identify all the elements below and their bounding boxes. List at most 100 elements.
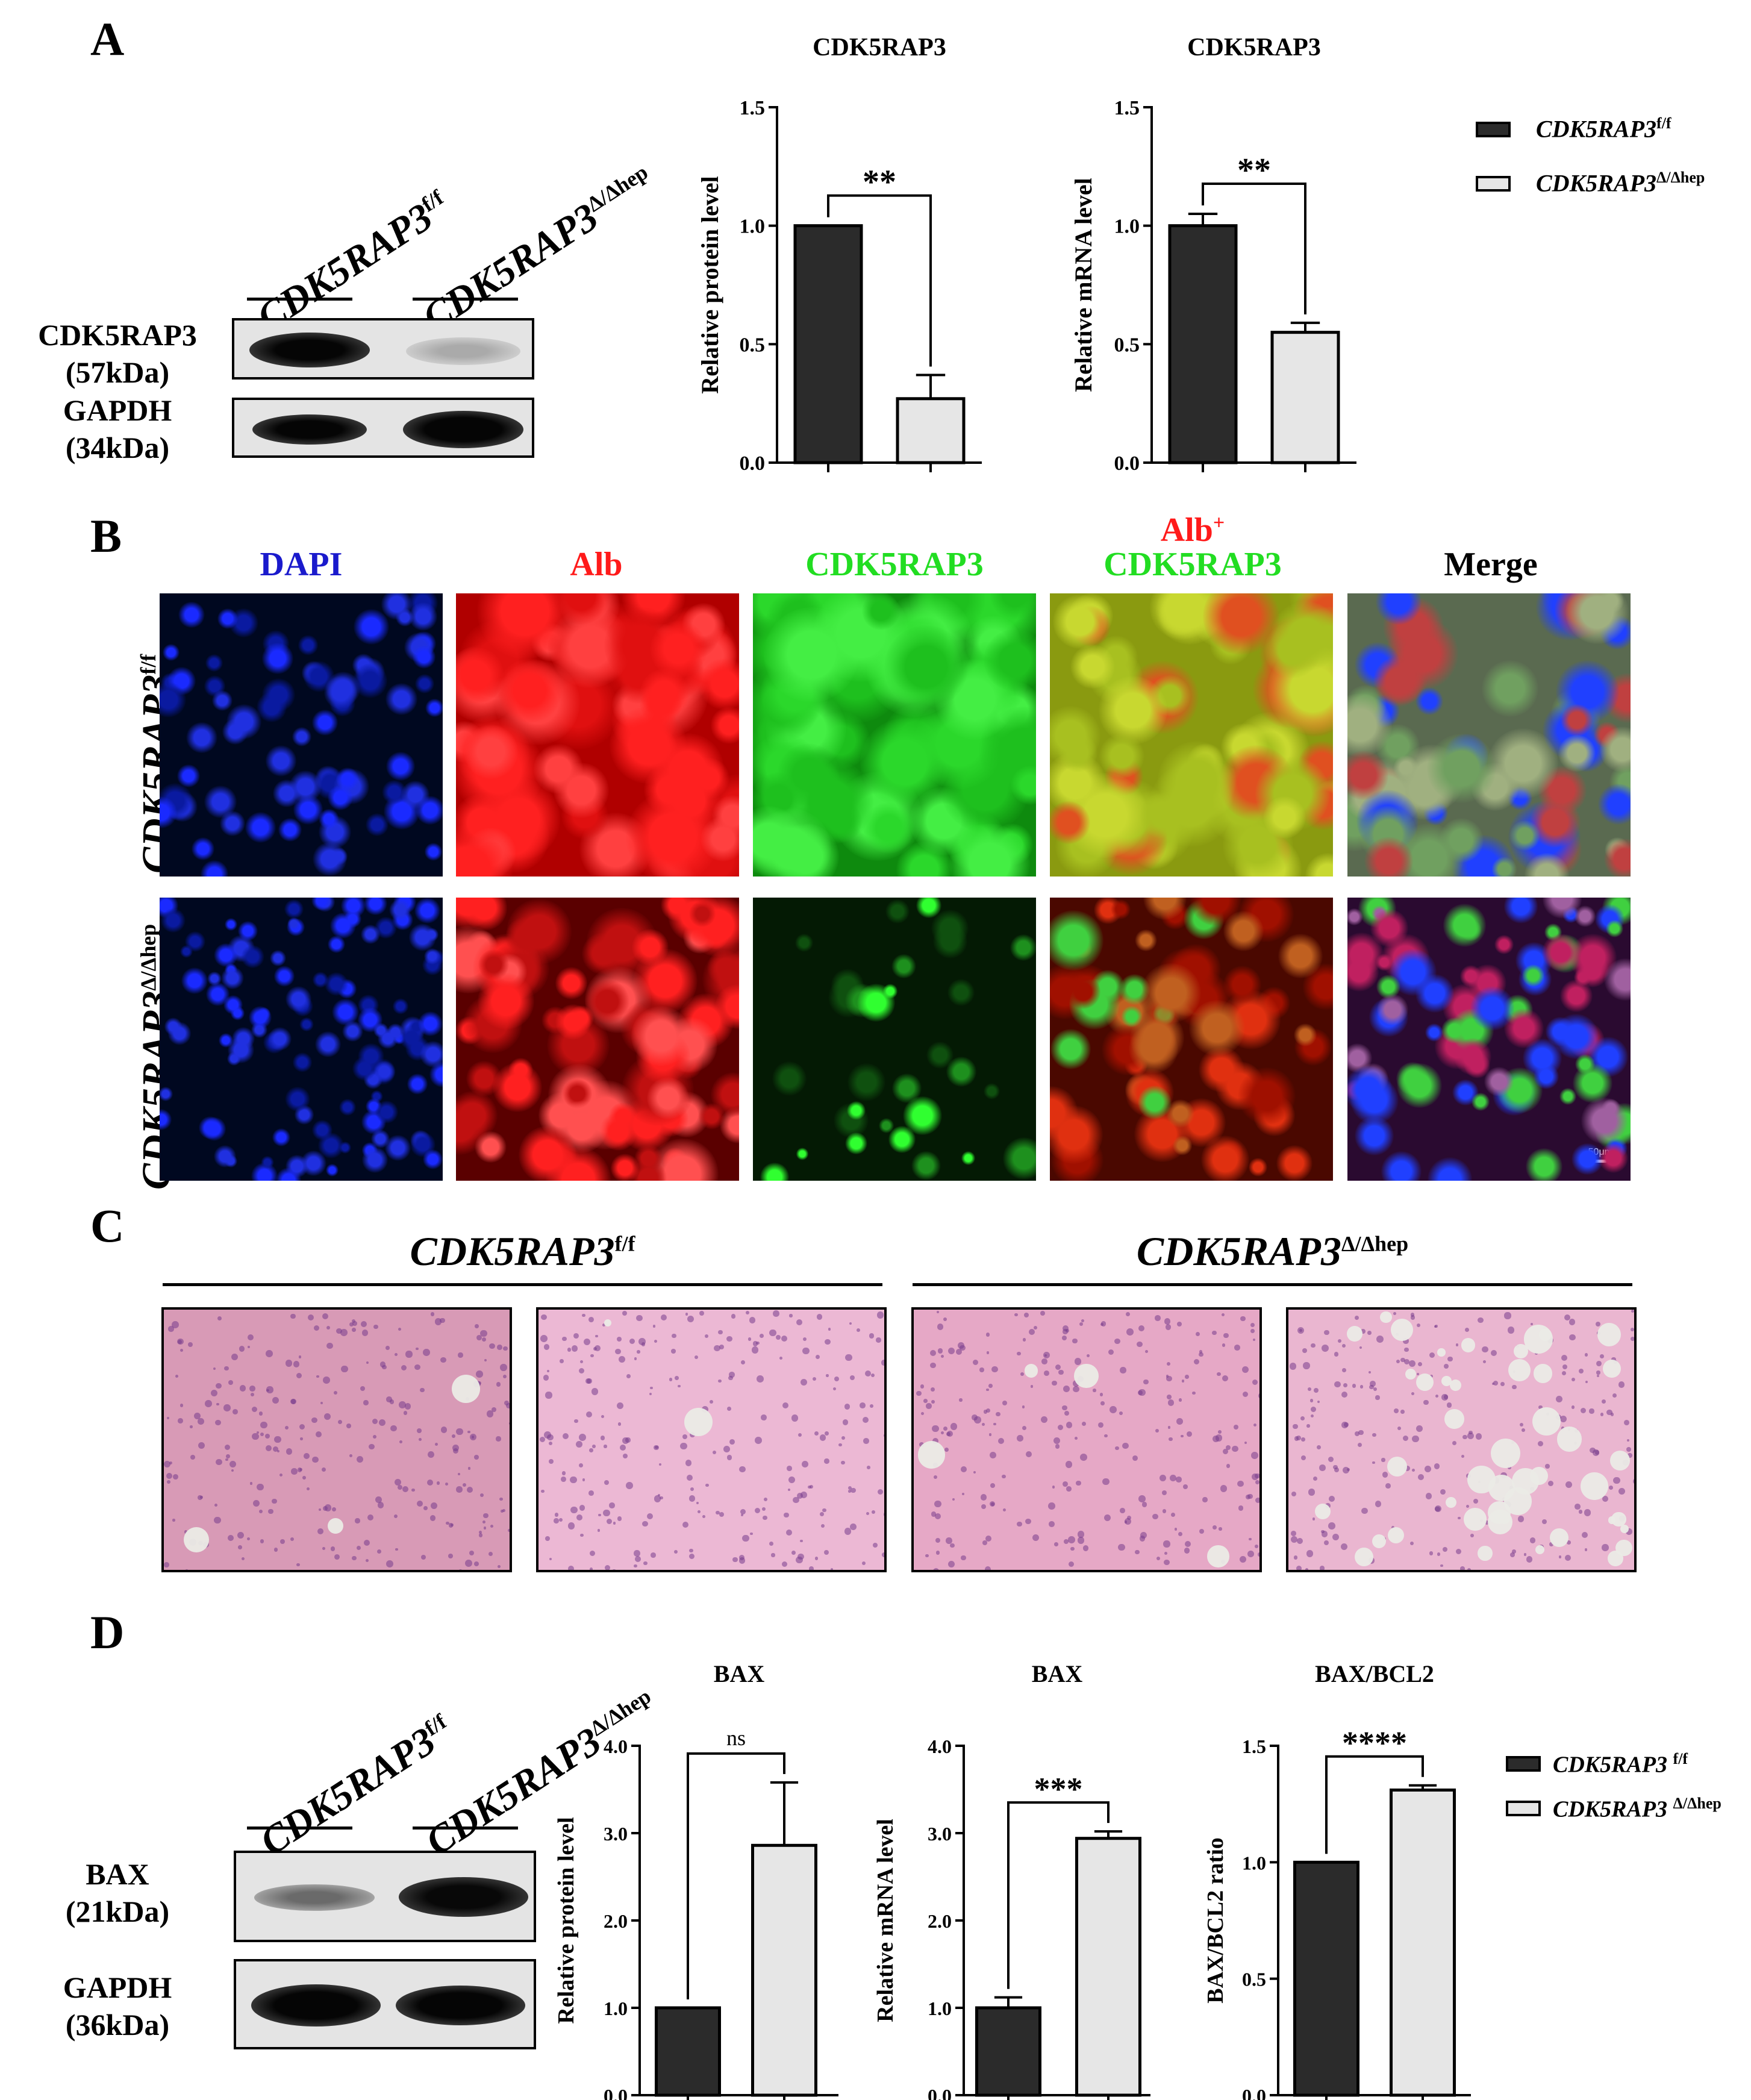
y-tick-label: 1.0 <box>1242 1852 1266 1873</box>
micrograph-ff-dapi <box>160 593 443 877</box>
y-tick-label: 0.5 <box>740 334 766 356</box>
significance-bracket <box>1202 183 1306 314</box>
channel-label-dapi: DAPI <box>260 546 343 583</box>
lane-underline-ko <box>413 298 518 301</box>
significance-label: ** <box>1237 152 1271 189</box>
y-tick-label: 2.0 <box>604 1910 628 1932</box>
legend-d-swatch-ff <box>1506 1756 1541 1772</box>
chart-d-bax-protein: BAX 0.0 1.0 2.0 3.0 4.0 Relative protein level… <box>554 1660 838 2100</box>
micrograph-ff-alb <box>456 593 739 877</box>
c-underline-ko <box>913 1283 1632 1286</box>
bar-ff <box>975 2006 1041 2097</box>
micrograph-ko-coloc <box>1050 898 1333 1181</box>
he-ff-high <box>536 1307 887 1572</box>
bar-ff <box>1293 1860 1359 2097</box>
bar-ko <box>1075 1837 1141 2097</box>
panel-label-c: C <box>90 1199 125 1252</box>
he-ko-high <box>1286 1307 1637 1572</box>
y-tick-label: 1.0 <box>740 216 766 238</box>
blot-a-gapdh <box>232 398 534 458</box>
he-ff-low <box>161 1307 512 1572</box>
chart-a-protein: CDK5RAP3 0.0 0.5 1.0 1.5 Relative protein lev… <box>696 34 982 475</box>
bar-ko <box>751 1843 817 2097</box>
micrograph-ko-dapi <box>160 898 443 1181</box>
d-lane-underline-ko <box>413 1827 518 1830</box>
blot-d-bax <box>234 1851 536 1942</box>
y-tick-label: 2.0 <box>928 1910 952 1932</box>
c-underline-ff <box>163 1283 882 1286</box>
channel-label-alb-plus: Alb+ <box>1160 511 1225 549</box>
significance-bracket <box>1007 1801 1110 1989</box>
legend-d: CDK5RAP3 f/f CDK5RAP3 Δ/Δhep <box>1506 1750 1750 1831</box>
legend-d-swatch-ko <box>1506 1801 1541 1816</box>
y-tick-label: 0.5 <box>1114 334 1140 356</box>
channel-label-merge: Merge <box>1444 546 1538 583</box>
legend-a-item-ff: CDK5RAP3f/f <box>1476 114 1741 157</box>
significance-label: *** <box>1034 1771 1083 1807</box>
blot-a-row2-label: GAPDH (34kDa) <box>63 393 172 464</box>
lane-header-ko: CDK5RAP3Δ/Δhep <box>415 160 652 340</box>
panel-label-d: D <box>90 1606 125 1658</box>
y-tick-label: 1.0 <box>928 1998 952 2019</box>
micrograph-ff-merge <box>1347 593 1631 877</box>
bar-ff <box>793 224 863 464</box>
y-axis-label: Relative mRNA level <box>1070 178 1097 392</box>
y-tick-label: 1.5 <box>1114 97 1140 119</box>
y-axis-label: Relative protein level <box>554 1817 579 2023</box>
legend-d-item-ko: CDK5RAP3 Δ/Δhep <box>1506 1795 1750 1831</box>
y-tick-label: 1.5 <box>1242 1736 1266 1757</box>
legend-a-item-ko: CDK5RAP3Δ/Δhep <box>1476 169 1741 211</box>
bar-ko <box>1390 1788 1456 2097</box>
y-tick-label: 1.5 <box>740 97 766 119</box>
y-tick-label: 1.0 <box>604 1998 628 2019</box>
c-header-ko: CDK5RAP3Δ/Δhep <box>1136 1228 1409 1274</box>
legend-d-item-ff: CDK5RAP3 f/f <box>1506 1750 1750 1786</box>
y-axis-label: BAX/BCL2 ratio <box>1203 1837 1228 2004</box>
y-tick-label: 0.0 <box>1114 452 1140 475</box>
micrograph-ko-alb <box>456 898 739 1181</box>
blot-a-cdk5rap3 <box>232 318 534 380</box>
blot-d-row2-label: GAPDH (36kDa) <box>63 1970 172 2042</box>
y-axis-label: Relative protein level <box>696 176 723 393</box>
c-header-ff: CDK5RAP3f/f <box>410 1228 635 1274</box>
chart-d-bax-bcl2: BAX/BCL2 0.0 0.5 1.0 1.5 BAX/BCL2 ratio **** <box>1203 1660 1471 2100</box>
channel-label-cdk5rap3-coloc: CDK5RAP3 <box>1103 546 1282 583</box>
panel-label-b: B <box>90 510 122 562</box>
y-tick-label: 0.0 <box>928 2085 952 2100</box>
significance-label: ns <box>726 1726 746 1750</box>
y-tick-label: 0.0 <box>740 452 766 475</box>
y-tick-label: 0.0 <box>604 2085 628 2100</box>
significance-label: **** <box>1342 1725 1407 1761</box>
chart-d-bax-mrna: BAX 0.0 1.0 2.0 3.0 4.0 Relative mRNA level *** <box>873 1660 1150 2100</box>
panel-label-a: A <box>90 13 125 65</box>
lane-underline-ff <box>247 298 352 301</box>
y-axis-label: Relative mRNA level <box>873 1819 898 2022</box>
chart-title: CDK5RAP3 <box>1187 34 1321 61</box>
significance-bracket <box>1325 1755 1424 1854</box>
channel-label-cdk5rap3: CDK5RAP3 <box>805 546 984 583</box>
bar-ko <box>1270 331 1340 464</box>
chart-title: CDK5RAP3 <box>813 34 946 61</box>
channel-label-alb: Alb <box>570 546 623 583</box>
blot-d-row1-label: BAX (21kDa) <box>65 1857 170 1928</box>
significance-label: ** <box>863 164 896 201</box>
micrograph-ff-cdk5rap3 <box>753 593 1036 877</box>
significance-bracket <box>827 194 932 367</box>
blot-d-gapdh <box>234 1959 536 2049</box>
chart-title: BAX/BCL2 <box>1315 1660 1434 1687</box>
he-ko-low <box>911 1307 1262 1572</box>
legend-swatch-ko <box>1476 176 1511 192</box>
chart-title: BAX <box>714 1660 765 1687</box>
micrograph-ko-merge: 50μm <box>1347 898 1631 1181</box>
bar-ko <box>896 397 966 464</box>
chart-a-mrna: CDK5RAP3 0.0 0.5 1.0 1.5 Relative mRNA level *… <box>1070 34 1356 475</box>
y-tick-label: 0.0 <box>1242 2085 1266 2100</box>
blot-a-row1-label: CDK5RAP3 (57kDa) <box>38 318 197 389</box>
y-tick-label: 1.0 <box>1114 216 1140 238</box>
y-tick-label: 0.5 <box>1242 1969 1266 1990</box>
micrograph-ff-coloc <box>1050 593 1333 877</box>
d-lane-underline-ff <box>247 1827 352 1830</box>
chart-title: BAX <box>1032 1660 1083 1687</box>
y-tick-label: 4.0 <box>604 1736 628 1757</box>
micrograph-ko-cdk5rap3 <box>753 898 1036 1181</box>
